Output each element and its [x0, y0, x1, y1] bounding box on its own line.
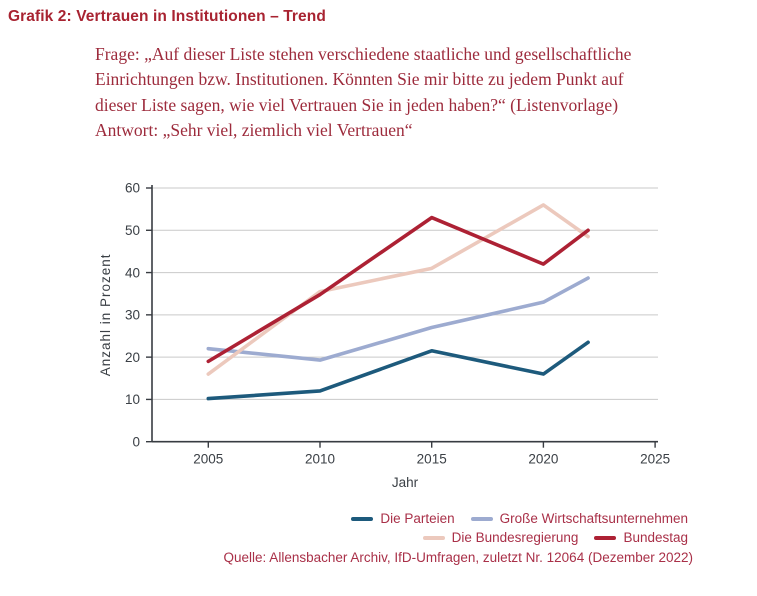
y-tick-label: 60: [125, 181, 140, 196]
question-line: dieser Liste sagen, wie viel Vertrauen S…: [95, 94, 619, 115]
question-text: Frage: „Auf dieser Liste stehen verschie…: [95, 42, 631, 144]
page-title: Grafik 2: Vertrauen in Institutionen – T…: [8, 8, 326, 25]
y-tick-label: 50: [125, 223, 140, 238]
legend-item-bundestag: Bundestag: [594, 530, 688, 545]
line-swatch-die-bundesregierung: [422, 535, 445, 540]
x-tick-label: 2020: [528, 452, 558, 467]
y-tick-label: 30: [125, 308, 140, 323]
source-note: Quelle: Allensbacher Archiv, IfD-Umfrage…: [223, 550, 693, 565]
legend-label: Die Bundesregierung: [451, 530, 579, 545]
y-tick-label: 0: [132, 434, 140, 449]
legend-item-die-bundesregierung: Die Bundesregierung: [422, 530, 579, 545]
x-tick-label: 2005: [193, 452, 223, 467]
x-axis-title: Jahr: [392, 475, 419, 490]
x-tick-label: 2010: [305, 452, 335, 467]
line-swatch-die-parteien: [351, 516, 374, 521]
legend-item-grosse-wirtschaftsunternehmen: Große Wirtschaftsunternehmen: [470, 511, 688, 526]
legend-row-1: Die Parteien Große Wirtschaftsunternehme…: [351, 511, 688, 526]
question-line: Einrichtungen bzw. Institutionen. Könnte…: [95, 69, 624, 90]
series-line-bundestag: [206, 215, 590, 364]
line-swatch-grosse-wirtschaftsunternehmen: [470, 516, 493, 521]
series-line-die-bundesregierung: [206, 203, 590, 376]
question-line: Antwort: „Sehr viel, ziemlich viel Vertr…: [95, 120, 413, 141]
series-line-gro-e-wirtschaftsunternehmen: [206, 276, 590, 362]
x-tick-label: 2015: [417, 452, 447, 467]
legend-label: Große Wirtschaftsunternehmen: [499, 511, 688, 526]
y-axis-title: Anzahl in Prozent: [98, 253, 113, 376]
series-line-die-parteien: [206, 340, 590, 401]
legend-item-die-parteien: Die Parteien: [351, 511, 455, 526]
y-tick-label: 10: [125, 392, 140, 407]
legend-label: Die Parteien: [380, 511, 455, 526]
y-tick-label: 20: [125, 350, 140, 365]
x-tick-label: 2025: [640, 452, 670, 467]
legend-row-2: Die Bundesregierung Bundestag: [422, 530, 688, 545]
chart-legend: Die Parteien Große Wirtschaftsunternehme…: [351, 511, 688, 545]
line-swatch-bundestag: [594, 535, 617, 540]
legend-label: Bundestag: [623, 530, 688, 545]
y-tick-label: 40: [125, 265, 140, 280]
question-line: Frage: „Auf dieser Liste stehen verschie…: [95, 44, 632, 64]
